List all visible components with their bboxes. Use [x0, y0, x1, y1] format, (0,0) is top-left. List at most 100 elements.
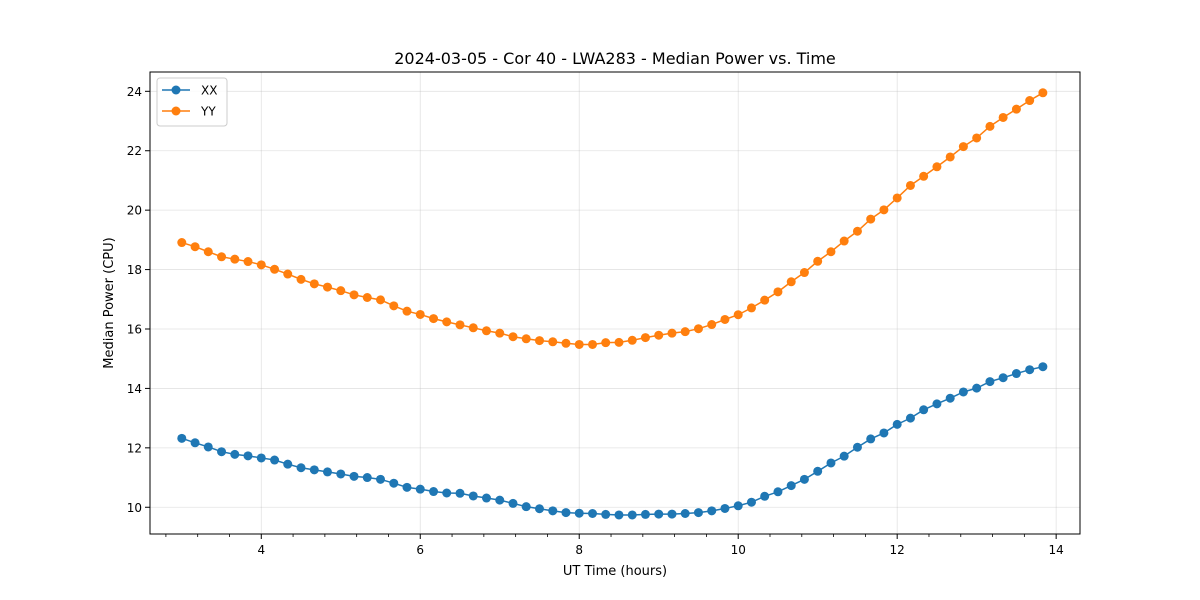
- legend: XX YY: [156, 77, 228, 127]
- data-point-yy: [574, 339, 584, 349]
- data-point-xx: [985, 377, 995, 387]
- data-point-xx: [1011, 369, 1021, 379]
- data-point-yy: [322, 282, 332, 292]
- data-point-xx: [640, 509, 650, 519]
- data-point-yy: [362, 293, 372, 302]
- data-point-yy: [495, 328, 505, 338]
- y-tick-label: 14: [127, 382, 142, 396]
- data-point-xx: [376, 474, 386, 484]
- data-point-xx: [813, 466, 823, 476]
- x-tick-label: 6: [416, 543, 424, 557]
- y-tick-label: 18: [127, 263, 142, 277]
- data-point-yy: [429, 314, 439, 324]
- legend-marker: [171, 106, 181, 116]
- data-point-xx: [601, 509, 611, 519]
- data-point-xx: [932, 399, 942, 409]
- data-point-xx: [1038, 362, 1048, 372]
- data-point-xx: [481, 493, 491, 503]
- data-point-yy: [892, 193, 902, 203]
- data-point-xx: [693, 508, 703, 518]
- x-axis: 4 6 8 10 12 14: [165, 534, 1064, 557]
- data-point-yy: [852, 226, 862, 236]
- data-point-xx: [203, 442, 213, 452]
- data-point-yy: [521, 334, 531, 344]
- data-point-xx: [998, 373, 1008, 383]
- legend-item-xx: XX: [162, 84, 217, 98]
- data-point-xx: [839, 451, 849, 461]
- data-point-xx: [773, 487, 783, 497]
- data-point-yy: [177, 238, 187, 248]
- data-point-yy: [733, 310, 743, 320]
- data-point-xx: [534, 504, 544, 514]
- data-point-xx: [548, 506, 558, 516]
- data-point-xx: [746, 497, 756, 507]
- y-tick-label: 20: [127, 204, 142, 218]
- y-tick-label: 12: [127, 441, 142, 455]
- data-point-xx: [243, 451, 253, 461]
- data-point-xx: [879, 428, 889, 438]
- data-point-yy: [826, 247, 836, 257]
- data-point-yy: [190, 242, 200, 252]
- y-tick-label: 24: [127, 85, 142, 99]
- data-point-yy: [746, 303, 756, 313]
- legend-marker: [171, 85, 181, 95]
- x-tick-label: 12: [890, 543, 905, 557]
- data-point-yy: [932, 162, 942, 172]
- data-point-yy: [402, 306, 412, 316]
- data-point-xx: [667, 509, 677, 519]
- data-point-yy: [349, 290, 359, 300]
- data-point-xx: [521, 502, 531, 512]
- data-point-xx: [336, 469, 346, 479]
- data-point-xx: [905, 413, 915, 423]
- data-point-yy: [217, 252, 227, 262]
- data-point-yy: [614, 337, 624, 347]
- data-point-xx: [561, 508, 571, 518]
- x-axis-label: UT Time (hours): [563, 564, 667, 579]
- data-point-xx: [508, 498, 518, 508]
- data-point-xx: [627, 510, 637, 520]
- data-point-yy: [256, 260, 266, 270]
- data-point-xx: [309, 465, 319, 475]
- data-point-xx: [614, 510, 624, 520]
- data-point-xx: [322, 467, 332, 477]
- data-point-xx: [296, 463, 306, 473]
- data-point-xx: [574, 508, 584, 518]
- data-point-xx: [349, 471, 359, 481]
- data-point-yy: [270, 264, 280, 274]
- data-point-xx: [919, 405, 929, 415]
- data-point-xx: [1025, 365, 1035, 375]
- data-point-yy: [720, 314, 730, 324]
- data-point-yy: [945, 152, 955, 162]
- data-point-xx: [707, 506, 717, 516]
- data-point-yy: [455, 320, 465, 330]
- data-point-yy: [376, 295, 386, 305]
- data-point-xx: [852, 442, 862, 452]
- series-yy: [177, 88, 1048, 349]
- series-line-yy: [181, 92, 1044, 346]
- data-point-xx: [270, 455, 280, 465]
- x-tick-label: 4: [257, 543, 265, 557]
- data-point-xx: [958, 387, 968, 397]
- data-point-yy: [1038, 88, 1048, 98]
- y-tick-label: 22: [127, 144, 142, 158]
- data-point-xx: [190, 438, 200, 448]
- data-point-yy: [773, 287, 783, 297]
- data-point-xx: [972, 383, 982, 393]
- x-tick-label: 14: [1049, 543, 1064, 557]
- data-point-yy: [415, 309, 425, 319]
- data-point-yy: [627, 335, 637, 345]
- data-point-yy: [813, 256, 823, 266]
- data-point-xx: [588, 509, 598, 518]
- data-point-yy: [481, 326, 491, 336]
- data-point-xx: [680, 509, 690, 518]
- data-point-yy: [799, 268, 809, 278]
- data-point-xx: [799, 474, 809, 484]
- chart-title: 2024-03-05 - Cor 40 - LWA283 - Median Po…: [394, 49, 836, 68]
- data-point-yy: [693, 324, 703, 334]
- data-point-xx: [468, 491, 478, 501]
- legend-label: XX: [201, 84, 217, 98]
- data-point-xx: [892, 419, 902, 429]
- data-point-yy: [548, 337, 558, 347]
- data-point-xx: [177, 433, 187, 443]
- data-point-xx: [362, 473, 372, 483]
